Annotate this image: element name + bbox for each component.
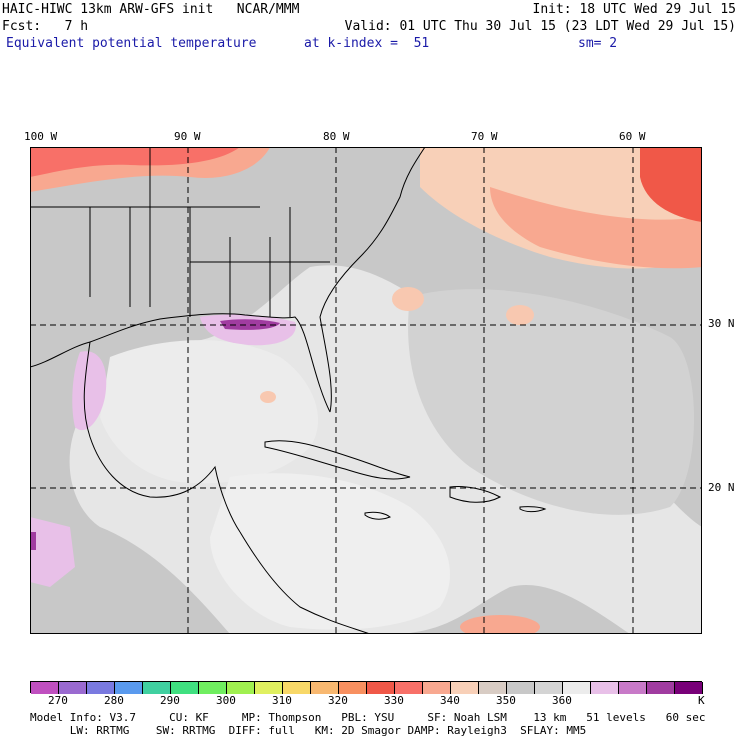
lat-label-20n: 20 N [708,481,735,494]
theta-e-map [30,147,702,634]
colorbar-swatch [507,682,535,694]
florida-east-coast [319,147,426,413]
colorbar-swatch [143,682,171,694]
colorbar-swatch [451,682,479,694]
colorbar-tick-label: 330 [384,694,404,707]
warm-spot-2 [506,305,534,325]
colorbar-swatch [255,682,283,694]
warm-band-north-core [30,147,240,177]
colorbar-tick-label: 360 [552,694,572,707]
caribbean-light-region [210,473,450,630]
colorbar-swatch [59,682,87,694]
colorbar-swatch [311,682,339,694]
colorbar-tick-label: 340 [440,694,460,707]
hispaniola-outline [449,486,502,503]
warm-band-atlantic-core [640,147,702,222]
atlantic-gray-region [408,289,694,515]
purple-patch-edge [30,532,36,550]
colorbar-swatch [395,682,423,694]
model-title: HAIC-HIWC 13km ARW-GFS init NCAR/MMM [2,2,300,17]
warm-spot-1 [392,287,424,311]
colorbar-swatch [87,682,115,694]
gulf-light-region [100,340,319,484]
colorbar-tick-label: 320 [328,694,348,707]
colorbar-swatch [423,682,451,694]
colorbar-tick-label: 280 [104,694,124,707]
valid-time: Valid: 01 UTC Thu 30 Jul 15 (23 LDT Wed … [344,19,736,34]
cuba-outline [264,440,411,480]
lat-label-30n: 30 N [708,317,735,330]
level-label: at k-index = 51 [304,36,430,51]
colorbar-unit: K [698,694,705,707]
colorbar-swatch [563,682,591,694]
lon-label-100w: 100 W [24,130,58,143]
field-name: Equivalent potential temperature [6,36,257,51]
colorbar-swatch [367,682,395,694]
colorbar-swatch [115,682,143,694]
jamaica-outline [364,511,391,520]
puerto-rico-outline [519,506,547,513]
model-info-line1: Model Info: V3.7 CU: KF MP: Thompson PBL… [30,711,706,724]
purple-patch-west [30,517,75,587]
us-state-borders [30,147,330,317]
map-frame [30,147,702,634]
purple-patch-texas [72,351,107,431]
warm-spot-4 [460,615,540,634]
colorbar-swatch [283,682,311,694]
colorbar-swatch [619,682,647,694]
colorbar-tick-label: 350 [496,694,516,707]
lon-label-90w: 90 W [174,130,201,143]
lon-label-60w: 60 W [619,130,646,143]
smooth-label: sm= 2 [578,36,618,51]
colorbar [30,681,703,694]
colorbar-tick-label: 270 [48,694,68,707]
lon-label-70w: 70 W [471,130,498,143]
colorbar-swatch [535,682,563,694]
colorbar-swatch [591,682,619,694]
colorbar-swatch [479,682,507,694]
colorbar-swatch [647,682,675,694]
colorbar-swatch [227,682,255,694]
model-info-line2: LW: RRTMG SW: RRTMG DIFF: full KM: 2D Sm… [30,724,587,737]
warm-spot-3 [260,391,276,403]
forecast-hour: Fcst: 7 h [2,19,89,34]
colorbar-tick-label: 290 [160,694,180,707]
lon-label-80w: 80 W [323,130,350,143]
colorbar-swatch [31,682,59,694]
init-time: Init: 18 UTC Wed 29 Jul 15 [532,2,737,17]
colorbar-swatch [171,682,199,694]
central-america-coast [239,531,371,634]
mexico-coast [83,341,241,533]
colorbar-swatch [339,682,367,694]
colorbar-tick-label: 300 [216,694,236,707]
warm-band-atlantic-mid [490,187,702,269]
colorbar-swatch [675,682,703,694]
colorbar-tick-label: 310 [272,694,292,707]
colorbar-swatch [199,682,227,694]
